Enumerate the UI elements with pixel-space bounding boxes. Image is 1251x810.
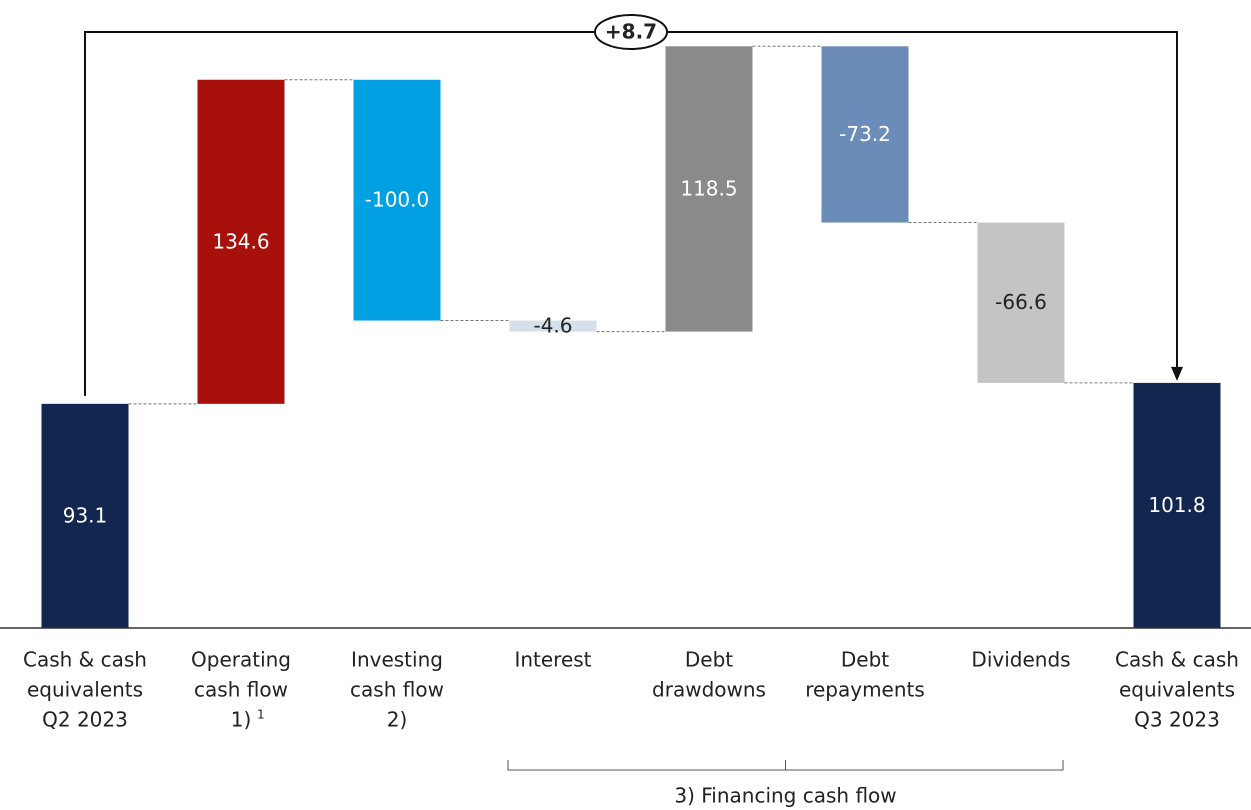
arrow-head: [1171, 366, 1183, 381]
bar: [197, 79, 285, 404]
x-tick-label: cash flow: [194, 678, 288, 702]
bracket: [507, 760, 1064, 771]
change-annotation: +8.7: [605, 20, 657, 44]
value-label: -100.0: [365, 188, 429, 212]
x-tick-label: 1): [231, 708, 252, 732]
value-label: 93.1: [63, 503, 108, 527]
x-tick-label: Operating: [191, 648, 291, 672]
x-tick-label: Dividends: [971, 648, 1070, 672]
bar: [821, 46, 909, 223]
x-tick-label: Q3 2023: [1134, 708, 1220, 732]
bar: [665, 46, 753, 332]
bar: [353, 79, 441, 321]
bar: [41, 403, 129, 628]
x-tick-label: Q2 2023: [42, 708, 128, 732]
x-tick-label: Interest: [514, 648, 591, 672]
x-tick-label: Investing: [351, 648, 443, 672]
bar: [1133, 382, 1221, 628]
x-tick-label: Debt: [841, 648, 889, 672]
bar: [977, 222, 1065, 383]
x-tick-label: Cash & cash: [23, 648, 147, 672]
value-label: -66.6: [995, 290, 1047, 314]
bar: [509, 320, 597, 332]
annotation-bubble: [594, 14, 668, 50]
value-label: 118.5: [680, 176, 737, 200]
x-tick-label: 2): [387, 708, 408, 732]
x-tick-label: Debt: [685, 648, 733, 672]
x-tick-label: equivalents: [1119, 678, 1235, 702]
x-tick-label: drawdowns: [652, 678, 766, 702]
value-label: 101.8: [1148, 493, 1205, 517]
value-label: 134.6: [212, 229, 269, 253]
x-tick-label: Cash & cash: [1115, 648, 1239, 672]
value-label: -73.2: [839, 122, 891, 146]
x-tick-label: cash flow: [350, 678, 444, 702]
x-tick-label: repayments: [805, 678, 925, 702]
value-label: -4.6: [533, 314, 572, 338]
bracket-label: 3) Financing cash flow: [674, 784, 896, 808]
x-tick-label: equivalents: [27, 678, 143, 702]
footnote-marker: 1: [257, 708, 265, 722]
